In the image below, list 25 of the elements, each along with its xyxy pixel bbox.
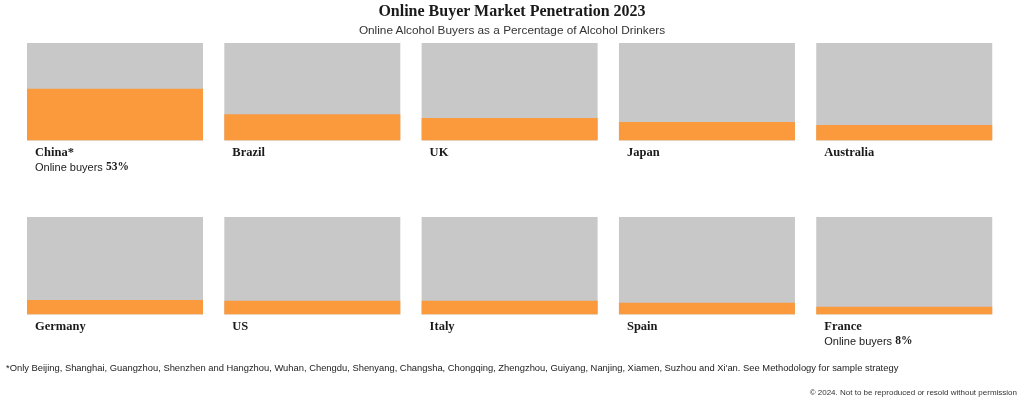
x-tick-label: France (824, 319, 863, 334)
x-tick-label: Japan (626, 145, 660, 160)
bar (618, 121, 795, 141)
x-tick-label: Italy (429, 319, 456, 334)
text: © 2024. Not to be reproduced or resold without permission (809, 388, 1017, 397)
bar (421, 300, 598, 315)
x-tick-label: UK (429, 145, 449, 160)
bar (224, 300, 401, 315)
bar (816, 124, 993, 141)
x-tick-label: China* (35, 145, 74, 160)
x-tick-label: US (232, 319, 249, 334)
x-tick-label: Spain (626, 319, 658, 334)
chart-title: Online Buyer Market Penetration 2023 (377, 2, 647, 20)
bar (224, 114, 401, 141)
bar (816, 306, 993, 315)
data-label: Online buyers 8% (824, 334, 913, 347)
x-tick-label: Germany (35, 319, 87, 334)
data-label: Online buyers 53% (35, 160, 129, 173)
bar (27, 299, 204, 315)
x-tick-label: Australia (824, 145, 875, 160)
text: *Only Beijing, Shanghai, Guangzhou, Shenzhen and Hangzhou, Wuhan, Chengdu, Shenyang, Changsha, Chongqing, Zhengzhou, Guiyang, Nanjing, Xiamen, Suzhou and Xi'an. See Methodology for sample strategy (6, 362, 899, 373)
bar (421, 118, 598, 141)
bar (618, 302, 795, 315)
x-tick-label: Brazil (232, 145, 266, 160)
chart-subtitle: Online Alcohol Buyers as a Percentage of Alcohol Drinkers (357, 23, 667, 37)
